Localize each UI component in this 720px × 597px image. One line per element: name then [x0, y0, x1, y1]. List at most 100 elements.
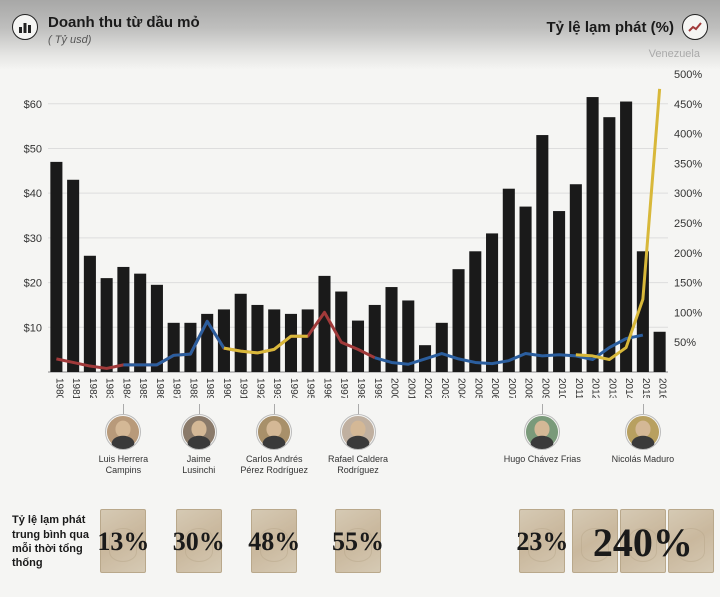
- year-label: 2011: [573, 378, 584, 398]
- year-label: 1980: [53, 378, 64, 398]
- bar: [84, 256, 96, 372]
- bar: [285, 314, 297, 372]
- bar: [654, 332, 666, 372]
- president-face-icon: [340, 414, 376, 450]
- bar-chart-icon: [12, 14, 38, 40]
- chart-svg: $10$20$30$40$50$6050%100%150%200%250%300…: [12, 68, 708, 398]
- year-label: 1990: [221, 378, 232, 398]
- header-left: Doanh thu từ dầu mỏ ( Tỷ usd): [12, 14, 200, 46]
- bar: [436, 323, 448, 372]
- president-face-icon: [256, 414, 292, 450]
- svg-text:$40: $40: [24, 188, 42, 200]
- president-item: Carlos AndrésPérez Rodríguez: [229, 414, 319, 476]
- bar: [151, 285, 163, 372]
- bar: [536, 135, 548, 372]
- president-item: Hugo Chávez Frias: [497, 414, 587, 465]
- rates-container: 13%30%48%55%23%240%: [112, 497, 708, 587]
- year-label: 2016: [657, 378, 668, 398]
- svg-text:250%: 250%: [674, 218, 702, 230]
- president-name: Carlos AndrésPérez Rodríguez: [229, 454, 319, 476]
- bar: [385, 287, 397, 372]
- bar: [486, 233, 498, 372]
- year-label: 1981: [70, 378, 81, 398]
- bar: [402, 300, 414, 372]
- year-label: 2010: [556, 378, 567, 398]
- year-label: 2002: [422, 378, 433, 398]
- bar: [117, 267, 129, 372]
- avg-inflation-rate: 30%: [159, 527, 239, 557]
- left-subtitle: ( Tỷ usd): [48, 34, 200, 46]
- svg-text:350%: 350%: [674, 158, 702, 170]
- avg-inflation-rate: 240%: [563, 519, 720, 566]
- year-label: 1998: [355, 378, 366, 398]
- president-face-icon: [524, 414, 560, 450]
- year-label: 2009: [539, 378, 550, 398]
- year-label: 1995: [305, 378, 316, 398]
- president-name: Nicolás Maduro: [598, 454, 688, 465]
- year-label: 2007: [506, 378, 517, 398]
- svg-text:300%: 300%: [674, 188, 702, 200]
- svg-text:150%: 150%: [674, 278, 702, 290]
- year-label: 1996: [321, 378, 332, 398]
- year-label: 2003: [439, 378, 450, 398]
- bar: [603, 117, 615, 372]
- bar: [587, 97, 599, 372]
- bar: [302, 309, 314, 372]
- avg-inflation-rate: 55%: [318, 527, 398, 557]
- year-label: 1987: [171, 378, 182, 398]
- svg-text:$60: $60: [24, 99, 42, 111]
- year-label: 1982: [87, 378, 98, 398]
- svg-text:200%: 200%: [674, 248, 702, 260]
- year-label: 1993: [271, 378, 282, 398]
- bar: [50, 162, 62, 372]
- svg-text:450%: 450%: [674, 99, 702, 111]
- bar: [67, 180, 79, 372]
- header: Doanh thu từ dầu mỏ ( Tỷ usd) Tỷ lệ lạm …: [12, 14, 708, 46]
- year-label: 1997: [338, 378, 349, 398]
- svg-text:$10: $10: [24, 322, 42, 334]
- bottom-row: Tỷ lệ lạm phát trung bình qua mỗi thời t…: [12, 497, 708, 587]
- year-label: 2000: [389, 378, 400, 398]
- president-face-icon: [181, 414, 217, 450]
- year-label: 2005: [472, 378, 483, 398]
- svg-text:$50: $50: [24, 143, 42, 155]
- year-label: 2012: [590, 378, 601, 398]
- year-label: 2004: [456, 378, 467, 398]
- bar: [553, 211, 565, 372]
- svg-text:500%: 500%: [674, 69, 702, 81]
- trend-up-icon: [682, 14, 708, 40]
- year-label: 2008: [523, 378, 534, 398]
- year-label: 1989: [204, 378, 215, 398]
- president-item: Rafael CalderaRodríguez: [313, 414, 403, 476]
- svg-text:$20: $20: [24, 278, 42, 290]
- year-label: 2006: [489, 378, 500, 398]
- year-label: 2014: [623, 378, 634, 398]
- avg-inflation-rate: 13%: [83, 527, 163, 557]
- bar: [168, 323, 180, 372]
- president-item: Nicolás Maduro: [598, 414, 688, 465]
- year-label: 1999: [372, 378, 383, 398]
- bar: [268, 309, 280, 372]
- year-label: 1988: [187, 378, 198, 398]
- bar: [101, 278, 113, 372]
- year-label: 2001: [405, 378, 416, 398]
- year-label: 1986: [154, 378, 165, 398]
- presidents-row: Luis HerreraCampinsJaimeLusinchiCarlos A…: [40, 408, 708, 498]
- bar: [520, 207, 532, 372]
- bar: [251, 305, 263, 372]
- right-title: Tỷ lệ lạm phát (%): [546, 19, 674, 36]
- year-label: 1991: [238, 378, 249, 398]
- president-name: Rafael CalderaRodríguez: [313, 454, 403, 476]
- year-label: 2015: [640, 378, 651, 398]
- year-label: 1994: [288, 378, 299, 398]
- header-right: Tỷ lệ lạm phát (%): [546, 14, 708, 40]
- bar: [570, 184, 582, 372]
- bar: [318, 276, 330, 372]
- year-label: 1983: [104, 378, 115, 398]
- year-label: 1992: [254, 378, 265, 398]
- svg-text:100%: 100%: [674, 307, 702, 319]
- svg-text:400%: 400%: [674, 129, 702, 141]
- year-label: 2013: [606, 378, 617, 398]
- president-name: Hugo Chávez Frias: [497, 454, 587, 465]
- chart: $10$20$30$40$50$6050%100%150%200%250%300…: [12, 68, 708, 398]
